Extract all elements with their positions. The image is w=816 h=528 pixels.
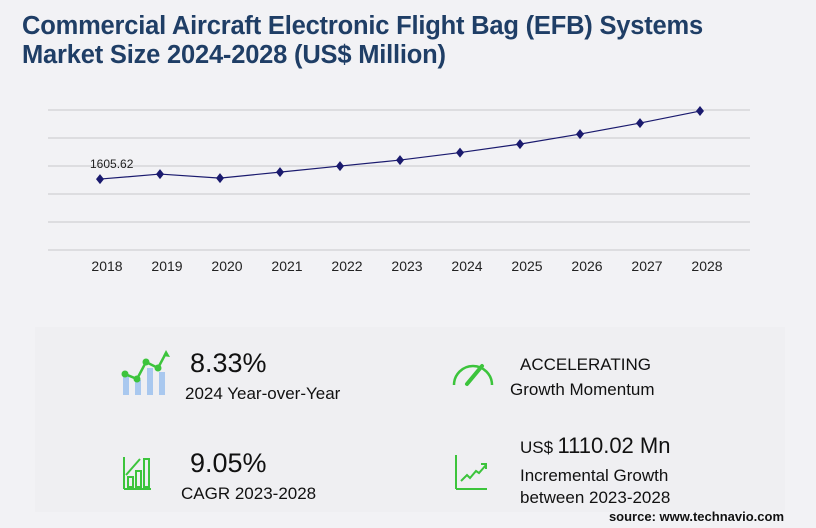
x-tick-label: 2023 xyxy=(391,258,422,274)
trend-up-icon xyxy=(455,455,487,490)
chart-title: Commercial Aircraft Electronic Flight Ba… xyxy=(22,12,703,70)
cagr-label: CAGR 2023-2028 xyxy=(181,484,317,503)
data-point xyxy=(696,106,704,117)
x-tick-label: 2018 xyxy=(91,258,122,274)
x-tick-label: 2024 xyxy=(451,258,482,274)
momentum-label: Growth Momentum xyxy=(510,380,655,399)
yoy-value: 8.33% xyxy=(190,348,267,378)
growth-chart-icon xyxy=(121,350,170,395)
line-chart: 2018 2019 2020 2021 2022 2023 2024 2025 2026 2027… xyxy=(48,106,750,274)
momentum-value: ACCELERATING xyxy=(520,355,651,374)
x-tick-label: 2028 xyxy=(691,258,722,274)
data-point xyxy=(396,155,404,166)
bar-growth-icon xyxy=(123,457,151,490)
x-tick-label: 2021 xyxy=(271,258,302,274)
title-line-2: Market Size 2024-2028 (US$ Million) xyxy=(22,41,446,69)
title-line-1: Commercial Aircraft Electronic Flight Ba… xyxy=(22,12,703,40)
currency-prefix: US$ xyxy=(520,438,554,457)
data-point xyxy=(456,147,464,158)
x-tick-label: 2025 xyxy=(511,258,542,274)
incremental-value: 1110.02 Mn xyxy=(557,433,671,458)
data-point xyxy=(576,129,584,140)
x-tick-label: 2019 xyxy=(151,258,182,274)
x-tick-label: 2020 xyxy=(211,258,242,274)
source-note: source: www.technavio.com xyxy=(608,509,784,524)
yoy-label: 2024 Year-over-Year xyxy=(185,384,341,403)
cagr-value: 9.05% xyxy=(190,448,267,478)
series-line xyxy=(99,110,701,180)
data-point xyxy=(336,161,344,172)
data-point xyxy=(156,169,164,180)
x-tick-label: 2026 xyxy=(571,258,602,274)
incremental-label-2: between 2023-2028 xyxy=(520,488,671,507)
incremental-value-row: US$ 1110.02 Mn xyxy=(520,433,670,459)
data-point xyxy=(636,118,644,129)
incremental-label-1: Incremental Growth xyxy=(520,466,669,485)
x-tick-label: 2022 xyxy=(331,258,362,274)
data-label: 1605.62 xyxy=(90,157,134,171)
data-point xyxy=(96,174,104,185)
data-point xyxy=(276,167,284,178)
x-tick-label: 2027 xyxy=(631,258,662,274)
data-point xyxy=(216,173,224,184)
data-point xyxy=(516,139,524,150)
speedometer-icon xyxy=(452,364,494,386)
stats-panel xyxy=(35,327,785,512)
